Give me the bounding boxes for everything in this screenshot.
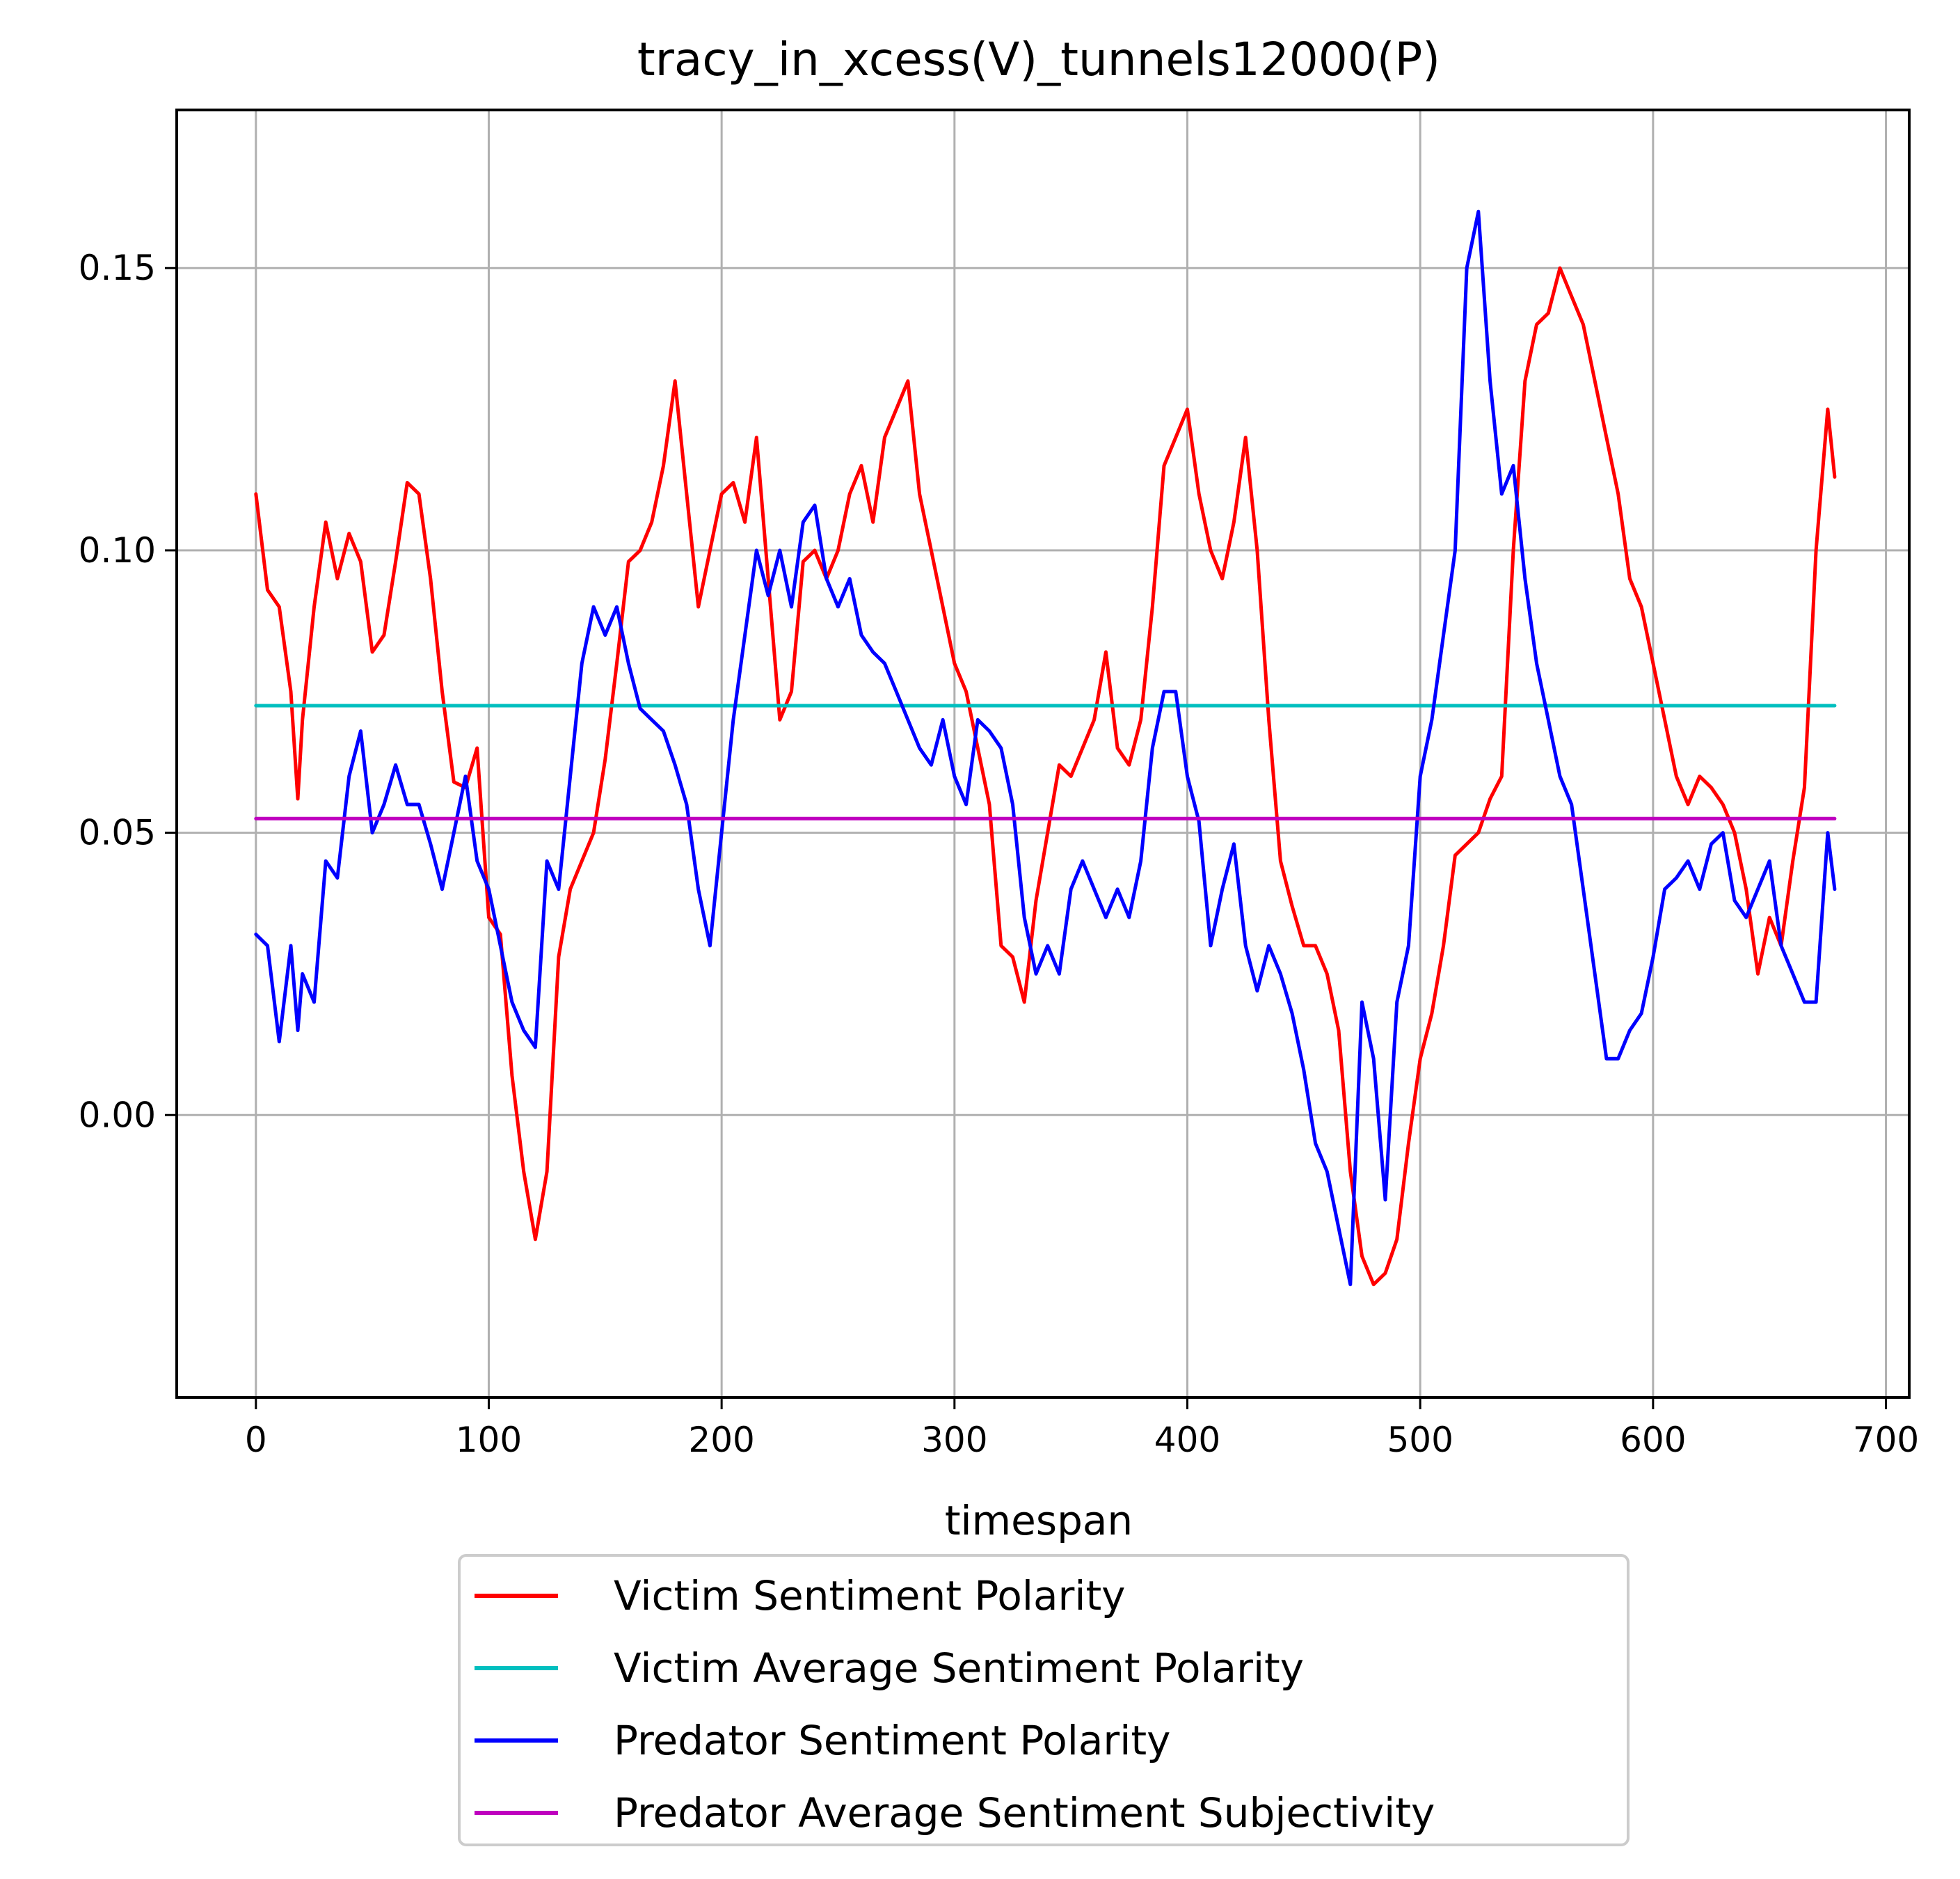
x-tick-label: 300 (921, 1420, 987, 1460)
y-tick-label: 0.00 (79, 1095, 156, 1135)
plot-frame (175, 109, 1911, 1399)
x-tick-label: 0 (245, 1420, 267, 1460)
series-line-3 (254, 209, 1837, 1287)
x-tick-label: 600 (1620, 1420, 1686, 1460)
series-lines (254, 209, 1837, 1287)
y-tick-label: 0.15 (79, 248, 156, 288)
legend-label-4: Predator Average Sentiment Subjectivity (614, 1789, 1435, 1837)
x-tick-label: 500 (1387, 1420, 1453, 1460)
legend-box (458, 1554, 1630, 1846)
legend-label-1: Victim Sentiment Polarity (614, 1572, 1126, 1619)
y-axis-ticks: 0.00 0.05 0.10 0.15 (79, 248, 177, 1135)
grid-lines (177, 110, 1909, 1397)
y-tick-label: 0.10 (79, 530, 156, 571)
chart-title: tracy_in_xcess(V)_tunnels12000(P) (637, 33, 1440, 86)
legend-label-2: Victim Average Sentiment Polarity (614, 1644, 1304, 1692)
x-axis-ticks: 0 100 200 300 400 500 600 700 (245, 1397, 1919, 1460)
series-line-1 (254, 266, 1837, 1287)
legend-label-3: Predator Sentiment Polarity (614, 1717, 1170, 1764)
legend: Victim Sentiment Polarity Victim Average … (458, 1554, 1630, 1846)
y-tick-label: 0.05 (79, 813, 156, 853)
x-tick-label: 200 (688, 1420, 754, 1460)
x-tick-label: 400 (1154, 1420, 1220, 1460)
x-tick-label: 100 (456, 1420, 522, 1460)
x-axis-label: timespan (945, 1497, 1133, 1544)
x-tick-label: 700 (1853, 1420, 1919, 1460)
